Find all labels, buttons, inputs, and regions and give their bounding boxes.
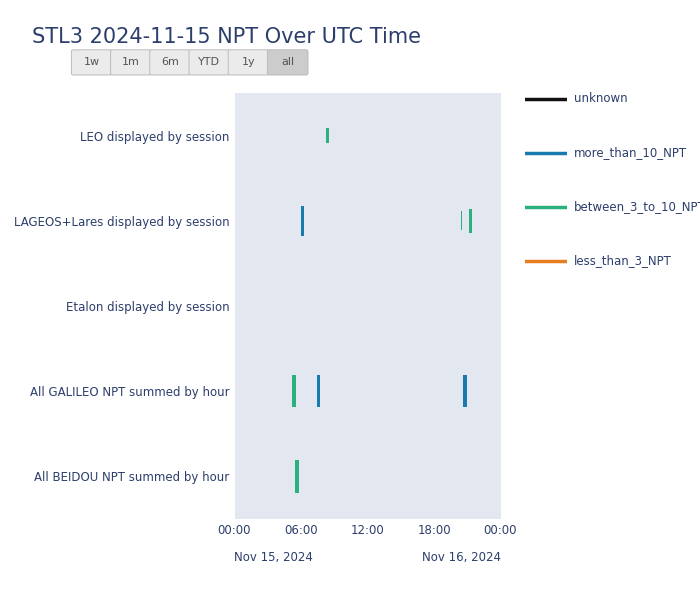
Bar: [461, 211, 462, 230]
Text: YTD: YTD: [198, 58, 220, 67]
Text: less_than_3_NPT: less_than_3_NPT: [574, 254, 672, 268]
Text: between_3_to_10_NPT: between_3_to_10_NPT: [574, 200, 700, 214]
Text: more_than_10_NPT: more_than_10_NPT: [574, 146, 687, 160]
Text: all: all: [281, 58, 294, 67]
Bar: [463, 375, 467, 407]
Text: 1m: 1m: [122, 58, 140, 67]
Bar: [326, 128, 329, 143]
Text: 1y: 1y: [241, 58, 255, 67]
Text: 6m: 6m: [161, 58, 179, 67]
Bar: [301, 206, 304, 236]
Text: Nov 15, 2024: Nov 15, 2024: [234, 551, 314, 564]
Text: STL3 2024-11-15 NPT Over UTC Time: STL3 2024-11-15 NPT Over UTC Time: [32, 27, 421, 47]
Text: unknown: unknown: [574, 92, 628, 106]
Text: 1w: 1w: [83, 58, 100, 67]
Bar: [295, 460, 300, 493]
Bar: [292, 375, 296, 407]
Text: Nov 16, 2024: Nov 16, 2024: [421, 551, 500, 564]
Bar: [317, 375, 321, 407]
Bar: [469, 209, 472, 233]
